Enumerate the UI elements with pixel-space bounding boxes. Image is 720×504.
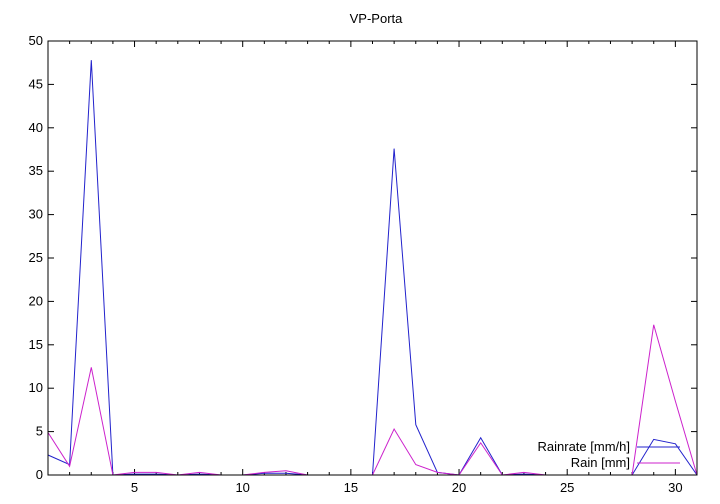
y-tick-label: 20 <box>29 293 43 308</box>
series-lines <box>47 60 698 476</box>
y-tick-label: 0 <box>36 467 43 482</box>
x-tick-label: 15 <box>344 480 358 495</box>
legend: Rainrate [mm/h]Rain [mm] <box>538 439 680 470</box>
y-tick-label: 35 <box>29 163 43 178</box>
chart-title: VP-Porta <box>350 11 404 26</box>
y-tick-label: 40 <box>29 120 43 135</box>
series-line-0 <box>47 60 698 476</box>
y-tick-label: 15 <box>29 337 43 352</box>
x-tick-label: 5 <box>131 480 138 495</box>
plot-frame <box>47 40 698 476</box>
x-tick-label: 20 <box>452 480 466 495</box>
y-tick-label: 30 <box>29 207 43 222</box>
y-tick-label: 5 <box>36 424 43 439</box>
y-tick-label: 25 <box>29 250 43 265</box>
legend-label-0: Rainrate [mm/h] <box>538 439 630 454</box>
x-tick-label: 10 <box>235 480 249 495</box>
axis-ticks: 0 5 10 15 20 25 30 35 40 45 50 5 10 15 20 25 30 <box>29 33 698 495</box>
y-tick-label: 50 <box>29 33 43 48</box>
y-tick-label: 45 <box>29 76 43 91</box>
x-tick-label: 30 <box>668 480 682 495</box>
y-tick-label: 10 <box>29 380 43 395</box>
x-tick-label: 25 <box>560 480 574 495</box>
legend-label-1: Rain [mm] <box>571 455 630 470</box>
